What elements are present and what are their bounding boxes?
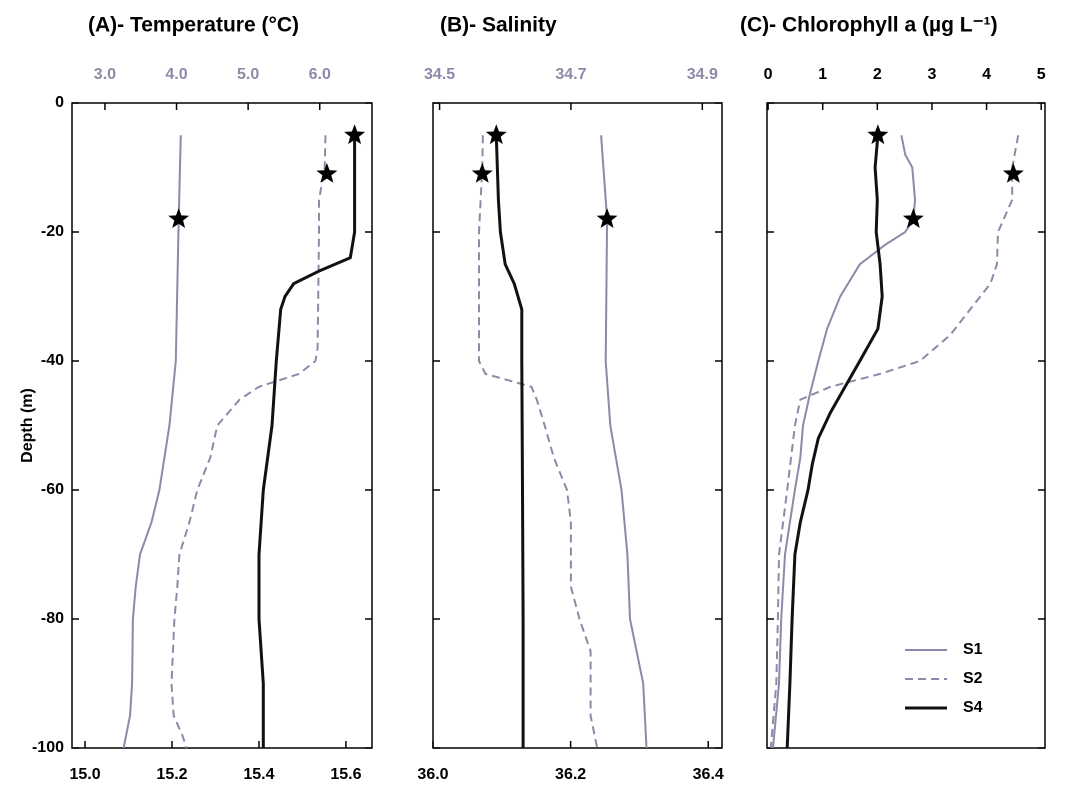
- sample-star: [485, 124, 507, 145]
- x-bottom-tick-label: 15.2: [156, 766, 187, 783]
- chart-title: (B)- Salinity: [440, 14, 557, 37]
- profile-line: [122, 135, 182, 749]
- x-top-tick-label: 3: [927, 66, 936, 83]
- y-tick-label: -60: [41, 481, 64, 498]
- plot-frame: [432, 102, 723, 749]
- sample-star: [168, 208, 190, 228]
- y-tick-label: -100: [32, 739, 64, 756]
- plot-frame: [766, 102, 1046, 749]
- x-bottom-tick-label: 36.2: [555, 766, 586, 783]
- x-top-tick-label: 5.0: [237, 66, 259, 83]
- profile-line: [769, 135, 1020, 749]
- profile-line: [494, 135, 525, 748]
- plot-frame: [71, 102, 373, 749]
- chart-title: (A)- Temperature (°C): [88, 14, 299, 37]
- x-top-tick-label: 5: [1037, 66, 1046, 83]
- sample-star: [1002, 162, 1024, 183]
- sample-star: [471, 162, 493, 183]
- chart-title: (C)- Chlorophyll a (µg L⁻¹): [740, 14, 998, 37]
- profile-line: [600, 135, 648, 749]
- x-top-tick-label: 1: [818, 66, 827, 83]
- y-tick-label: -20: [41, 223, 64, 240]
- x-top-tick-label: 4.0: [165, 66, 187, 83]
- legend-label: S2: [963, 670, 983, 687]
- profile-line: [170, 135, 327, 749]
- x-bottom-tick-label: 36.0: [417, 766, 448, 783]
- sample-star: [344, 124, 366, 145]
- profile-line: [257, 135, 357, 748]
- x-top-tick-label: 0: [764, 66, 773, 83]
- sample-star: [902, 208, 924, 228]
- y-axis-label: Depth (m): [19, 388, 36, 463]
- y-tick-label: -80: [41, 610, 64, 627]
- x-bottom-tick-label: 15.0: [69, 766, 100, 783]
- x-top-tick-label: 6.0: [309, 66, 331, 83]
- x-top-tick-label: 3.0: [94, 66, 116, 83]
- profile-line: [772, 135, 916, 749]
- x-top-tick-label: 34.7: [555, 66, 586, 83]
- y-tick-label: -40: [41, 352, 64, 369]
- y-tick-label: 0: [55, 94, 64, 111]
- sample-star: [316, 162, 338, 183]
- x-top-tick-label: 2: [873, 66, 882, 83]
- profile-line: [478, 135, 599, 749]
- x-bottom-tick-label: 15.4: [243, 766, 274, 783]
- x-bottom-tick-label: 15.6: [330, 766, 361, 783]
- x-top-tick-label: 34.9: [687, 66, 718, 83]
- profile-line: [785, 135, 884, 749]
- x-top-tick-label: 4: [982, 66, 991, 83]
- sample-star: [867, 124, 889, 145]
- x-top-tick-label: 34.5: [424, 66, 455, 83]
- x-bottom-tick-label: 36.4: [693, 766, 724, 783]
- sample-star: [596, 208, 618, 228]
- legend-label: S1: [963, 641, 983, 658]
- legend-label: S4: [963, 699, 983, 716]
